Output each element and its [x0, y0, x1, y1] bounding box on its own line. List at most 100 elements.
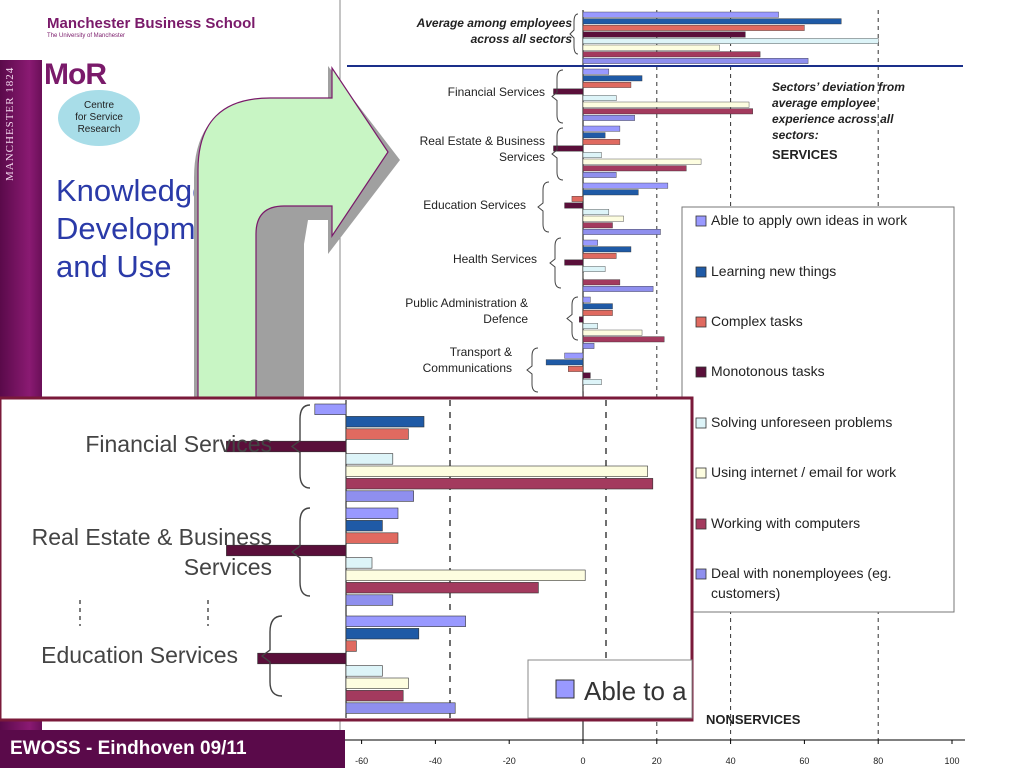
bar: [582, 329, 643, 336]
bar: [582, 51, 761, 58]
bar: [582, 18, 842, 25]
mor-logo: MoR: [44, 58, 107, 91]
group-label: Education Services: [423, 198, 526, 212]
bar: [545, 359, 584, 366]
inset-legend-swatch: [555, 679, 575, 699]
bar: [582, 228, 661, 235]
bar: [582, 138, 621, 145]
legend-label: Complex tasks: [711, 313, 803, 329]
group-brace: [566, 296, 579, 341]
inset-bar: [345, 569, 586, 581]
inset-group-label: Services: [184, 554, 272, 580]
bar: [582, 58, 809, 64]
bar: [582, 372, 591, 379]
inset-bar: [314, 403, 347, 415]
inset-legend-box: [527, 659, 693, 719]
inset-bar: [226, 544, 347, 557]
legend-swatch: [695, 568, 707, 580]
x-tick-label: 100: [944, 756, 959, 766]
deviation-title: experience across all: [772, 112, 894, 126]
inset-legend-label: Able to a: [584, 676, 687, 706]
group-label: Services: [499, 150, 545, 164]
inset-brace: [290, 507, 311, 597]
legend-label: Using internet / email for work: [711, 464, 897, 480]
bar: [582, 101, 750, 108]
bar: [582, 11, 779, 18]
centre-badge: Centre for Service Research: [58, 90, 140, 146]
bar: [582, 132, 606, 139]
institution-name: Manchester Business School: [47, 15, 256, 32]
bar: [564, 352, 584, 359]
group-brace: [551, 69, 564, 124]
legend-label: Monotonous tasks: [711, 363, 825, 379]
group-brace: [551, 127, 564, 181]
legend-swatch: [695, 467, 707, 479]
group-label: Defence: [483, 312, 528, 326]
legend-label: Working with computers: [711, 515, 860, 531]
services-label: SERVICES: [772, 147, 838, 162]
slide-title-line-3: and Use: [56, 249, 172, 284]
bar: [553, 88, 584, 95]
x-tick-label: 20: [652, 756, 662, 766]
bar: [579, 316, 584, 323]
group-brace: [526, 347, 539, 393]
bar: [582, 296, 591, 303]
bar: [582, 239, 598, 246]
inset-bar: [345, 677, 409, 689]
legend-label: Solving unforeseen problems: [711, 414, 892, 430]
bar: [582, 303, 613, 310]
bar: [582, 215, 624, 222]
bar: [582, 125, 621, 132]
bar: [582, 336, 665, 343]
footer-text: EWOSS - Eindhoven 09/11: [10, 738, 247, 759]
bar: [553, 145, 584, 152]
bar: [582, 286, 654, 292]
inset-group-label: Education Services: [41, 642, 238, 668]
bar: [582, 25, 805, 31]
group-label: across all sectors: [471, 32, 573, 46]
bar: [582, 75, 643, 82]
centre-line-1: Centre: [83, 100, 114, 111]
legend-label: Deal with nonemployees (eg.: [711, 565, 892, 581]
inset-bar: [345, 665, 383, 677]
bar: [582, 165, 687, 172]
bar: [582, 44, 720, 51]
bar: [582, 272, 584, 279]
x-tick-label: -60: [355, 756, 368, 766]
inset-bar: [345, 702, 456, 714]
nonservices-label: NONSERVICES: [706, 712, 801, 727]
inset-bar: [257, 652, 347, 665]
bar: [582, 38, 879, 45]
inset-bar: [345, 428, 409, 440]
x-tick-label: -40: [429, 756, 442, 766]
bar: [582, 158, 702, 165]
inset-bar: [345, 465, 648, 477]
group-brace: [549, 237, 562, 289]
inset-bar: [345, 478, 654, 490]
deviation-title: Sectors’ deviation from: [772, 80, 905, 94]
legend-swatch: [695, 215, 707, 227]
bar: [582, 323, 598, 329]
bar: [582, 222, 613, 229]
bar: [582, 279, 621, 286]
inset-brace: [290, 404, 311, 489]
inset-group-label: Real Estate & Business: [32, 524, 272, 550]
legend-swatch: [695, 518, 707, 530]
legend-swatch: [695, 316, 707, 328]
inset-bar: [345, 690, 404, 702]
group-brace: [569, 13, 579, 55]
deviation-title: sectors:: [772, 128, 819, 142]
group-label: Real Estate & Business: [420, 134, 545, 148]
group-label: Average among employees: [416, 16, 573, 30]
group-label: Transport &: [450, 345, 512, 359]
slide-title-line-1: Knowledge: [56, 173, 210, 208]
group-brace: [537, 181, 550, 233]
bar: [582, 68, 610, 75]
bar: [582, 108, 753, 115]
bar: [582, 209, 610, 215]
bar: [582, 81, 632, 88]
bar: [582, 379, 602, 385]
legend-label: customers): [711, 585, 780, 601]
legend-box: [681, 206, 955, 613]
centre-line-3: Research: [77, 124, 121, 135]
